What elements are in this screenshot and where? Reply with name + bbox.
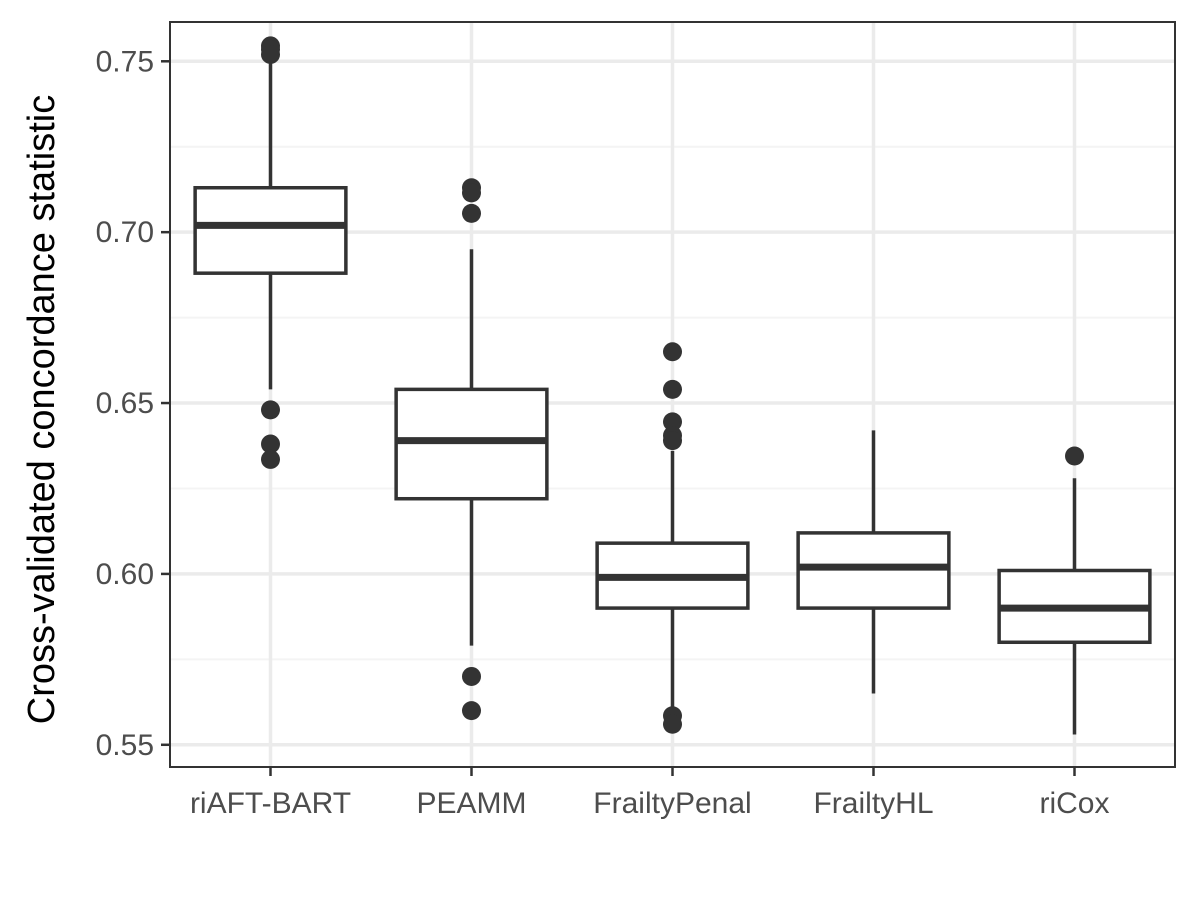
box-riCox bbox=[997, 446, 1152, 735]
x-tick-label: FrailtyHL bbox=[813, 787, 933, 820]
y-tick-label: 0.65 bbox=[96, 387, 154, 420]
outlier-point bbox=[462, 203, 481, 223]
outlier-point bbox=[663, 379, 682, 399]
x-tick-label: PEAMM bbox=[416, 787, 526, 820]
outlier-point bbox=[261, 400, 280, 420]
box-PEAMM bbox=[394, 178, 549, 721]
x-tick-label: riCox bbox=[1039, 787, 1109, 820]
outlier-point bbox=[1065, 446, 1084, 466]
y-tick-label: 0.60 bbox=[96, 558, 154, 591]
outlier-point bbox=[462, 701, 481, 721]
box-iqr bbox=[193, 185, 348, 275]
x-tick-label: FrailtyPenal bbox=[593, 787, 751, 820]
outlier-point bbox=[663, 412, 682, 432]
outlier-point bbox=[261, 44, 280, 64]
outlier-point bbox=[462, 666, 481, 686]
y-tick-label: 0.75 bbox=[96, 45, 154, 78]
box-FrailtyHL bbox=[796, 430, 951, 694]
outlier-point bbox=[261, 449, 280, 469]
outlier-point bbox=[663, 714, 682, 734]
outlier-point bbox=[663, 431, 682, 451]
outlier-point bbox=[261, 434, 280, 454]
y-tick-label: 0.55 bbox=[96, 729, 154, 762]
outlier-point bbox=[462, 183, 481, 203]
y-tick-label: 0.70 bbox=[96, 216, 154, 249]
y-axis-title: Cross-validated concordance statistic bbox=[21, 95, 63, 724]
axes: 0.55 0.60 0.65 0.70 0.75 riAFT-BART PEAMM Frail… bbox=[96, 45, 1110, 820]
outlier-point bbox=[663, 342, 682, 362]
boxes bbox=[193, 36, 1152, 735]
box-FrailtyPenal bbox=[595, 342, 750, 734]
box-riAFT-BART bbox=[193, 36, 348, 469]
x-tick-label: riAFT-BART bbox=[190, 787, 351, 820]
